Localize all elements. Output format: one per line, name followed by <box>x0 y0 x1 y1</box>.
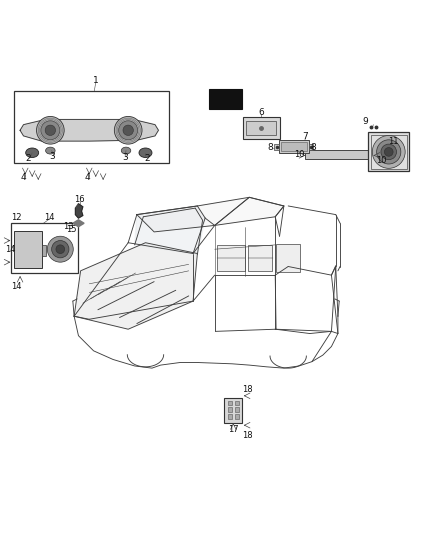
Circle shape <box>372 135 405 168</box>
Text: 11: 11 <box>389 136 399 146</box>
Text: 2: 2 <box>144 154 150 163</box>
Bar <box>235 407 239 412</box>
Text: 5: 5 <box>225 98 230 107</box>
Bar <box>11 223 78 273</box>
Text: 12: 12 <box>11 213 22 222</box>
Circle shape <box>56 245 65 254</box>
Bar <box>274 144 279 150</box>
Text: 1: 1 <box>93 76 99 85</box>
Circle shape <box>381 144 396 160</box>
Bar <box>371 135 406 169</box>
Bar <box>235 401 239 405</box>
Text: 18: 18 <box>242 431 252 440</box>
Bar <box>243 117 279 139</box>
Text: 4: 4 <box>85 173 90 182</box>
Text: 14: 14 <box>11 282 22 291</box>
Text: 13: 13 <box>63 222 74 231</box>
Text: 15: 15 <box>66 225 76 234</box>
Circle shape <box>114 116 142 144</box>
Circle shape <box>119 121 138 140</box>
Bar <box>14 91 169 163</box>
Polygon shape <box>134 206 205 254</box>
Bar <box>235 414 239 419</box>
Bar <box>305 150 368 159</box>
Text: 2: 2 <box>25 154 31 163</box>
Text: 10: 10 <box>376 157 386 165</box>
Text: 9: 9 <box>362 117 368 126</box>
Polygon shape <box>20 119 159 141</box>
Circle shape <box>41 121 60 140</box>
Circle shape <box>47 236 73 262</box>
Ellipse shape <box>46 147 55 154</box>
Text: 14: 14 <box>5 245 16 254</box>
Text: 7: 7 <box>303 132 308 141</box>
Text: 14: 14 <box>44 213 55 222</box>
Circle shape <box>385 148 393 156</box>
Bar <box>368 132 409 172</box>
Bar <box>246 121 276 135</box>
Text: 8: 8 <box>311 143 316 152</box>
Bar <box>228 414 232 419</box>
Bar <box>281 142 307 151</box>
Bar <box>42 245 46 256</box>
Bar <box>309 144 313 150</box>
Text: 18: 18 <box>242 385 252 394</box>
Polygon shape <box>75 204 83 218</box>
Ellipse shape <box>139 148 152 158</box>
Text: 8: 8 <box>267 143 273 152</box>
Bar <box>228 407 232 412</box>
Text: 16: 16 <box>74 195 85 204</box>
Polygon shape <box>73 220 84 227</box>
Ellipse shape <box>26 148 39 158</box>
Circle shape <box>52 240 69 258</box>
Circle shape <box>377 140 401 164</box>
Circle shape <box>45 125 56 135</box>
Bar <box>276 244 300 272</box>
Bar <box>224 398 242 423</box>
Bar <box>228 401 232 405</box>
Bar <box>248 245 272 271</box>
Circle shape <box>36 116 64 144</box>
Bar <box>217 245 245 271</box>
Text: 4: 4 <box>21 173 26 182</box>
Text: 3: 3 <box>49 152 55 161</box>
Circle shape <box>123 125 134 135</box>
Text: 17: 17 <box>228 425 239 434</box>
Polygon shape <box>137 197 284 232</box>
Ellipse shape <box>121 147 131 154</box>
Bar <box>209 89 242 109</box>
Text: 10: 10 <box>294 150 305 159</box>
Text: 3: 3 <box>122 153 128 162</box>
Bar <box>14 231 42 268</box>
Text: 6: 6 <box>258 108 264 117</box>
Bar <box>279 140 309 153</box>
Polygon shape <box>74 243 198 329</box>
